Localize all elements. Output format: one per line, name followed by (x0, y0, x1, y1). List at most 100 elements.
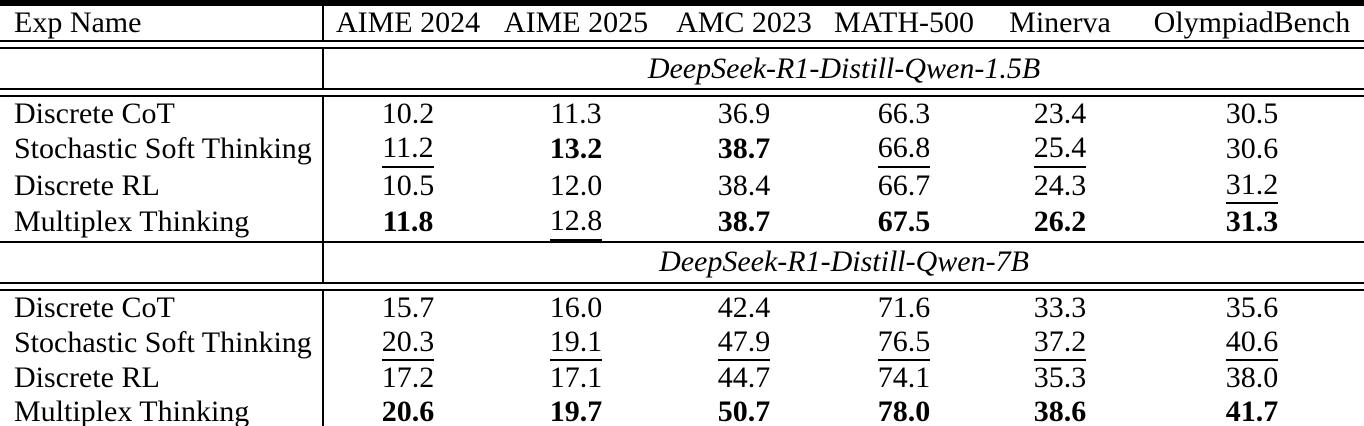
cell-value: 11.3 (550, 97, 602, 130)
value-cell: 67.5 (828, 204, 980, 241)
value-cell: 33.3 (980, 291, 1140, 325)
value-cell: 16.0 (492, 291, 660, 325)
table-header-row: Exp Name AIME 2024 AIME 2025 AMC 2023 MA… (0, 3, 1364, 40)
value-cell: 42.4 (660, 291, 828, 325)
cell-value: 12.0 (549, 168, 603, 202)
model-section-title: DeepSeek-R1-Distill-Qwen-1.5B (322, 49, 1364, 88)
value-cell: 74.1 (828, 361, 980, 395)
cell-value: 20.3 (381, 325, 435, 361)
cell-value: 47.9 (717, 325, 771, 361)
value-cell: 37.2 (980, 325, 1140, 361)
value-cell: 19.1 (492, 325, 660, 361)
rule-line (0, 40, 1364, 49)
value-cell: 12.8 (492, 204, 660, 241)
cell-value: 66.8 (877, 132, 931, 168)
cell-value: 35.3 (1033, 361, 1087, 394)
cell-value: 71.6 (877, 290, 931, 324)
value-cell: 38.0 (1140, 361, 1364, 395)
exp-name-cell: Discrete RL (14, 361, 160, 394)
exp-name-cell: Discrete CoT (14, 290, 175, 324)
cell-value: 19.1 (549, 325, 603, 361)
cell-value: 26.2 (1033, 205, 1087, 239)
value-cell: 66.3 (828, 97, 980, 131)
horizontal-double-rule (0, 40, 1364, 49)
cell-value: 12.8 (549, 205, 603, 241)
cell-value: 13.2 (549, 132, 603, 166)
exp-name-cell: Multiplex Thinking (14, 205, 250, 239)
table-row: Discrete CoT 10.2 11.3 36.9 66.3 23.4 30.5 (0, 97, 1364, 131)
column-header-exp-name: Exp Name (14, 6, 142, 39)
cell-value: 16.0 (549, 290, 603, 324)
table-row: Multiplex Thinking 11.8 12.8 38.7 67.5 26.2 31… (0, 204, 1364, 241)
value-cell: 38.6 (980, 395, 1140, 426)
cell-value: 20.6 (381, 395, 435, 426)
exp-name-cell: Stochastic Soft Thinking (14, 132, 312, 166)
cell-value: 17.2 (381, 361, 435, 394)
table-row: Stochastic Soft Thinking 11.2 13.2 38.7 66.8… (0, 131, 1364, 168)
value-cell: 17.1 (492, 361, 660, 395)
cell-value: 38.0 (1225, 361, 1279, 394)
table-row: Stochastic Soft Thinking 20.3 19.1 47.9 76.5… (0, 324, 1364, 361)
value-cell: 19.7 (492, 395, 660, 426)
model-section-row: DeepSeek-R1-Distill-Qwen-7B (0, 242, 1364, 282)
value-cell: 38.4 (660, 168, 828, 205)
section-empty-cell (0, 49, 323, 88)
rule-line (0, 240, 1364, 243)
value-cell: 66.8 (828, 131, 980, 168)
rule-line (0, 281, 1364, 291)
column-header-aime-2025: AIME 2025 (503, 6, 649, 39)
table-row: Multiplex Thinking 20.6 19.7 50.7 78.0 38.6 41… (0, 395, 1364, 426)
cell-value: 67.5 (877, 205, 931, 239)
value-cell: 76.5 (828, 325, 980, 361)
table-row: Discrete CoT 15.7 16.0 42.4 71.6 33.3 35.6 (0, 290, 1364, 325)
value-cell: 30.5 (1140, 97, 1364, 131)
value-cell: 40.6 (1140, 325, 1364, 361)
cell-value: 38.4 (717, 168, 771, 202)
exp-name-cell: Discrete CoT (14, 97, 175, 130)
cell-value: 19.7 (549, 395, 603, 426)
value-cell: 38.7 (660, 131, 828, 168)
cell-value: 25.4 (1033, 132, 1087, 168)
value-cell: 20.3 (322, 324, 492, 361)
horizontal-double-rule (0, 88, 1364, 97)
value-cell: 10.5 (322, 167, 492, 204)
cell-value: 40.6 (1225, 325, 1279, 361)
cell-value: 30.5 (1225, 97, 1279, 130)
cell-value: 10.5 (381, 168, 435, 202)
table-row: Discrete RL 10.5 12.0 38.4 66.7 24.3 31.2 (0, 167, 1364, 205)
rule-line (0, 88, 1364, 97)
cell-value: 11.2 (382, 132, 434, 168)
column-header-olympiadbench: OlympiadBench (1153, 6, 1351, 39)
exp-name-cell: Stochastic Soft Thinking (14, 325, 312, 359)
value-cell: 25.4 (980, 131, 1140, 168)
cell-value: 31.3 (1225, 205, 1279, 239)
value-cell: 23.4 (980, 97, 1140, 131)
cell-value: 11.8 (382, 205, 434, 239)
value-cell: 50.7 (660, 395, 828, 426)
cell-value: 74.1 (877, 361, 931, 394)
cell-value: 23.4 (1033, 97, 1087, 130)
section-empty-cell (0, 243, 323, 282)
exp-name-cell: Multiplex Thinking (14, 395, 250, 426)
value-cell: 20.6 (322, 395, 492, 426)
table-row: Discrete RL 17.2 17.1 44.7 74.1 35.3 38.0 (0, 361, 1364, 395)
value-cell: 47.9 (660, 325, 828, 361)
value-cell: 71.6 (828, 291, 980, 325)
cell-value: 35.6 (1225, 290, 1279, 324)
cell-value: 17.1 (549, 361, 603, 394)
horizontal-single-rule (0, 240, 1364, 243)
cell-value: 30.6 (1225, 132, 1279, 166)
value-cell: 11.3 (492, 97, 660, 131)
value-cell: 41.7 (1140, 395, 1364, 426)
value-cell: 26.2 (980, 204, 1140, 241)
value-cell: 31.2 (1140, 168, 1364, 204)
cell-value: 38.7 (717, 132, 771, 166)
column-header-amc-2023: AMC 2023 (676, 6, 812, 39)
value-cell: 15.7 (322, 290, 492, 325)
model-section-row: DeepSeek-R1-Distill-Qwen-1.5B (0, 49, 1364, 88)
cell-value: 38.6 (1033, 395, 1087, 426)
column-header-aime-2024: AIME 2024 (322, 3, 492, 40)
cell-value: 15.7 (381, 290, 435, 324)
cell-value: 38.7 (717, 205, 771, 239)
